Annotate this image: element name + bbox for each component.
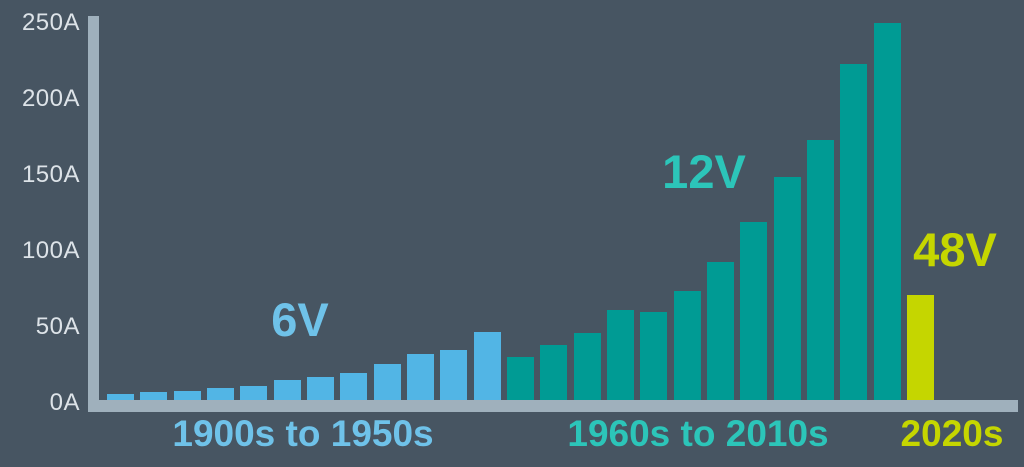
bar-6v-33A	[440, 349, 468, 400]
bar-12v-147A	[773, 176, 801, 400]
bar-6v-24A	[373, 363, 401, 400]
y-tick-label-0A: 0A	[49, 388, 80, 416]
bar-12v-58A	[640, 311, 668, 400]
y-tick-label-200A: 200A	[21, 84, 80, 112]
bar-6v-18A	[340, 372, 368, 400]
y-tick-label-150A: 150A	[21, 160, 80, 188]
y-axis-line	[88, 16, 99, 412]
era-label-2: 2020s	[900, 413, 1004, 454]
bar-12v-44A	[573, 333, 601, 400]
bar-6v-13A	[273, 380, 301, 400]
annotation-48v: 48V	[913, 223, 997, 276]
bar-48v-69A	[906, 295, 934, 400]
annotation-12v: 12V	[662, 145, 746, 198]
bar-6v-9A	[240, 386, 268, 400]
bar-6v-30A	[407, 354, 434, 400]
y-tick-label-250A: 250A	[21, 8, 80, 36]
annotation-6v: 6V	[271, 293, 329, 346]
bar-6v-5A	[140, 392, 168, 400]
bar-6v-15A	[307, 377, 334, 400]
bar-12v-36A	[540, 345, 568, 400]
y-tick-label-100A: 100A	[21, 236, 80, 264]
x-axis-line	[88, 400, 1018, 412]
bar-6v-6A	[173, 390, 201, 400]
bar-12v-248A	[873, 23, 901, 400]
bar-12v-72A	[673, 290, 701, 400]
bar-6v-4A	[107, 393, 134, 400]
bar-12v-171A	[806, 140, 834, 400]
era-label-0: 1900s to 1950s	[172, 413, 434, 454]
bar-12v-221A	[840, 64, 868, 400]
bar-6v-45A	[473, 331, 501, 400]
era-label-1: 1960s to 2010s	[567, 413, 829, 454]
bar-12v-28A	[507, 357, 534, 400]
y-tick-label-50A: 50A	[35, 312, 80, 340]
bar-12v-59A	[607, 310, 634, 400]
bar-12v-117A	[740, 222, 768, 400]
bar-6v-8A	[207, 387, 234, 400]
bar-12v-91A	[706, 261, 734, 400]
